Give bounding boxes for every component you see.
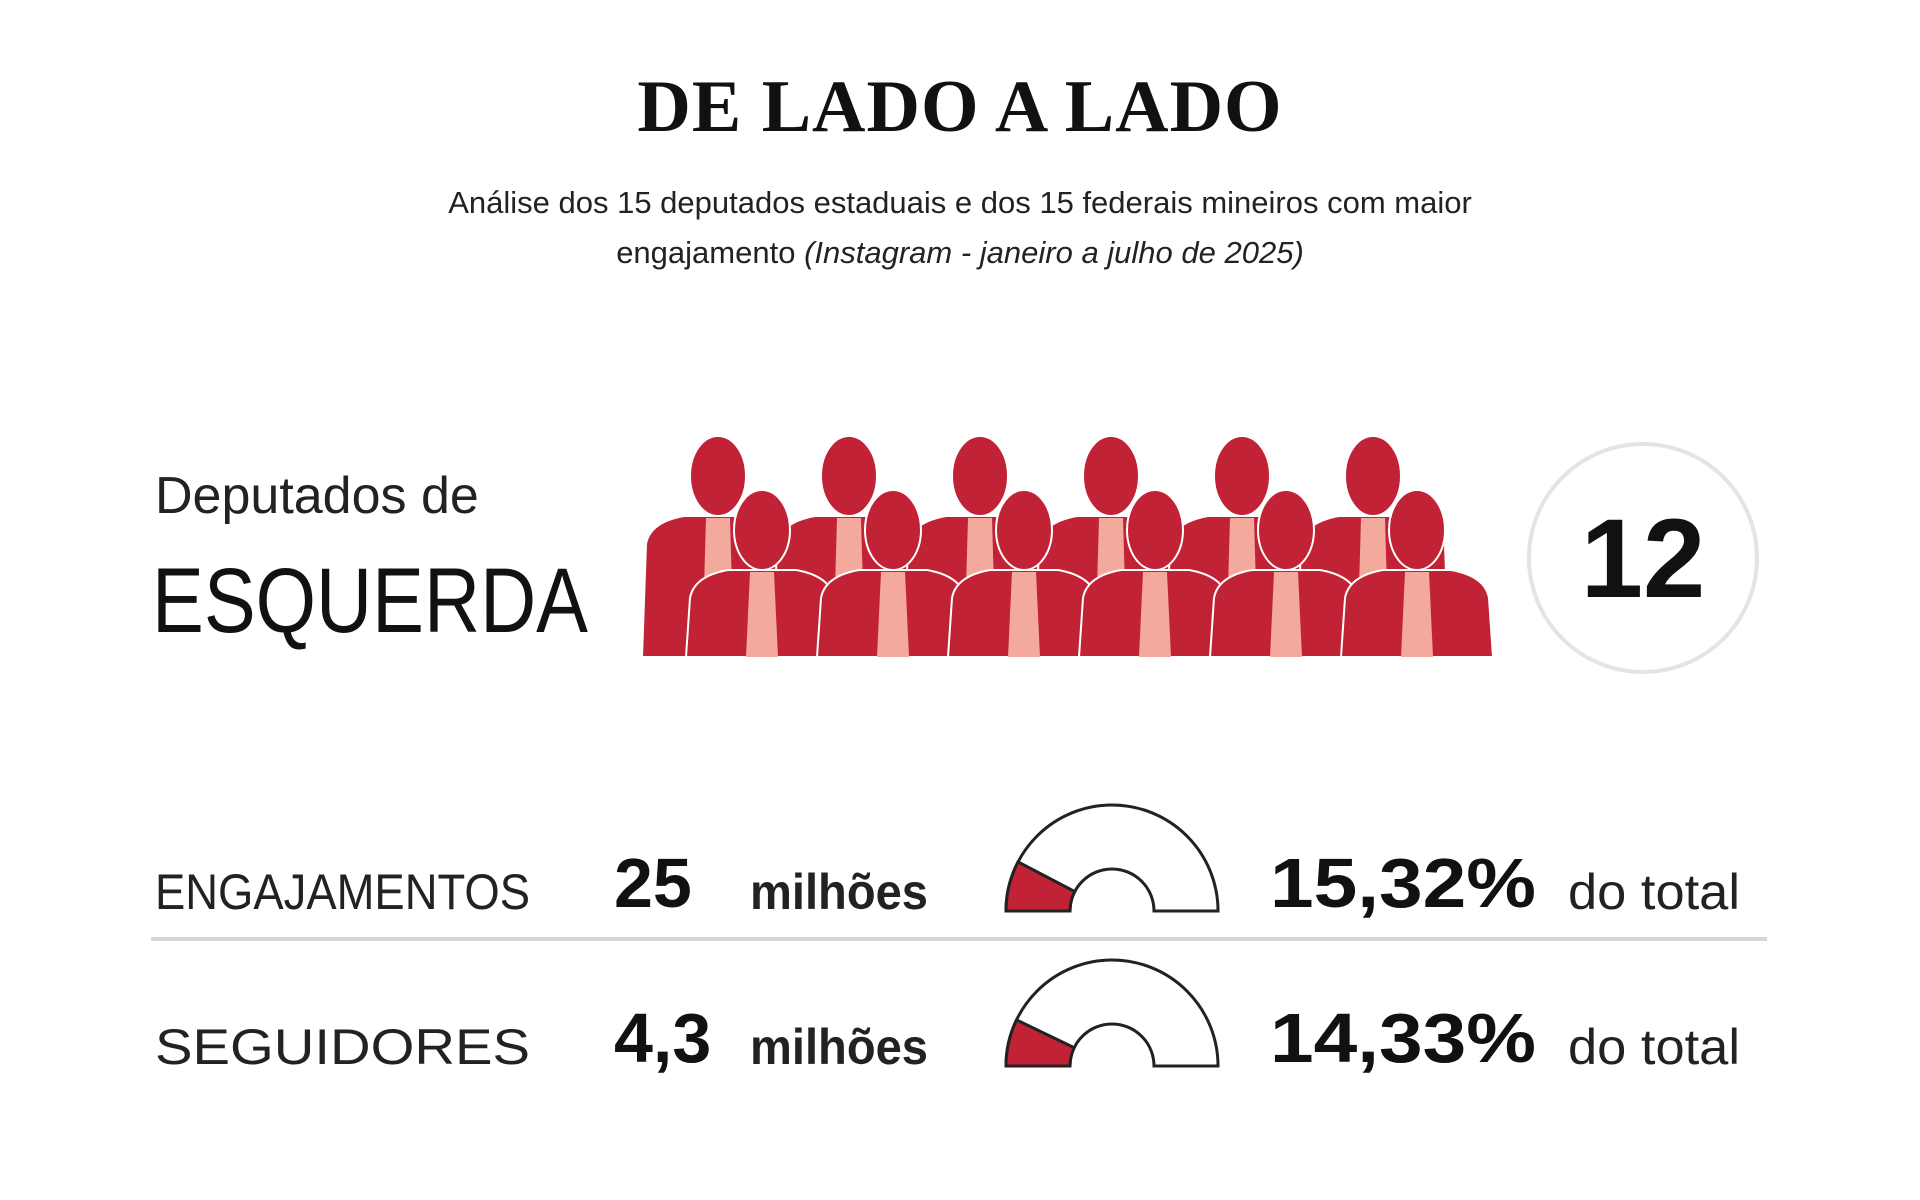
- person-tie: [1139, 572, 1171, 657]
- person-icon: [1208, 489, 1364, 658]
- person-head: [864, 489, 922, 571]
- metric-unit: milhões: [750, 864, 928, 920]
- metric-unit: milhões: [750, 1019, 928, 1075]
- person-tie: [877, 572, 909, 657]
- subtitle-note: (Instagram - janeiro a julho de 2025): [804, 235, 1304, 270]
- metric-name: SEGUIDORES: [155, 1019, 530, 1075]
- title: DE LADO A LADO: [637, 66, 1283, 148]
- person-head: [1388, 489, 1446, 571]
- person-icon: [946, 489, 1102, 658]
- person-icon: [1339, 489, 1495, 658]
- person-tie: [1008, 572, 1040, 657]
- header: DE LADO A LADO Análise dos 15 deputados …: [0, 0, 1920, 278]
- group-label-top: Deputados de: [155, 467, 479, 525]
- person-head: [1344, 435, 1402, 517]
- person-head: [1257, 489, 1315, 571]
- metric-amount: 25: [614, 844, 692, 922]
- person-head: [1126, 489, 1184, 571]
- metric-suffix: do total: [1568, 864, 1740, 920]
- person-head: [820, 435, 878, 517]
- metric-amount: 4,3: [614, 999, 711, 1077]
- person-head: [689, 435, 747, 517]
- person-icon: [1077, 489, 1233, 658]
- people-icons: [640, 435, 1495, 658]
- metric-percent: 14,33%: [1270, 999, 1536, 1077]
- count-circle: [1527, 442, 1759, 674]
- person-tie: [746, 572, 778, 657]
- person-tie: [1401, 572, 1433, 657]
- metric-percent: 15,32%: [1270, 844, 1536, 922]
- person-tie: [1270, 572, 1302, 657]
- person-head: [951, 435, 1009, 517]
- group-label-main: ESQUERDA: [152, 550, 589, 652]
- person-icon: [815, 489, 971, 658]
- person-icon: [684, 489, 840, 658]
- subtitle: Análise dos 15 deputados estaduais e dos…: [400, 178, 1520, 278]
- metric-name: ENGAJAMENTOS: [155, 864, 530, 920]
- subtitle-text: Análise dos 15 deputados estaduais e dos…: [448, 185, 1472, 270]
- person-head: [1213, 435, 1271, 517]
- gauge-fill: [1004, 859, 1077, 913]
- person-head: [995, 489, 1053, 571]
- person-head: [733, 489, 791, 571]
- count-value: 12: [1581, 496, 1706, 621]
- metric-suffix: do total: [1568, 1019, 1740, 1075]
- person-head: [1082, 435, 1140, 517]
- gauge-fill: [1004, 1017, 1077, 1068]
